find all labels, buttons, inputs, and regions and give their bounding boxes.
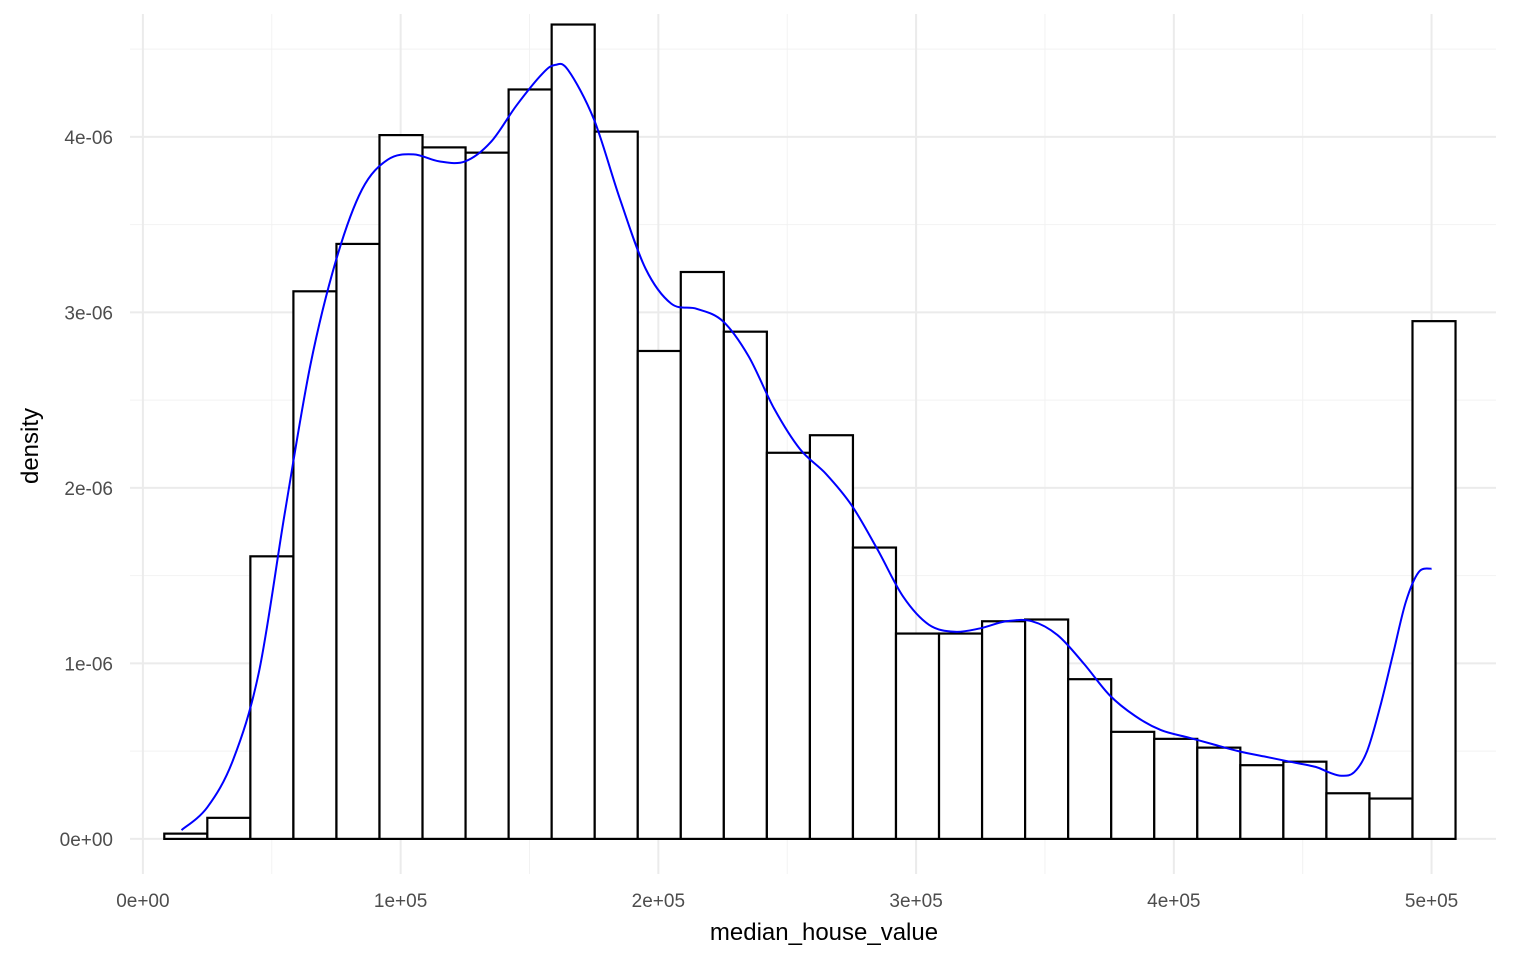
histogram-bar bbox=[378, 134, 424, 840]
histogram-bar bbox=[1024, 618, 1070, 840]
x-tick-label: 1e+05 bbox=[374, 891, 427, 912]
histogram-bar bbox=[765, 451, 812, 840]
y-tick-label: 2e-06 bbox=[64, 479, 113, 500]
histogram-bar bbox=[851, 546, 898, 840]
x-tick-label: 0e+00 bbox=[116, 891, 169, 912]
x-axis-tick-labels: 0e+00 1e+05 2e+05 3e+05 4e+05 5e+05 bbox=[116, 891, 1458, 912]
x-tick-label: 2e+05 bbox=[632, 891, 685, 912]
y-axis-tick-labels: 0e+00 1e-06 2e-06 3e-06 4e-06 bbox=[60, 128, 113, 851]
histogram-bar bbox=[1325, 792, 1371, 840]
histogram-bar bbox=[722, 330, 768, 840]
histogram-bars bbox=[163, 23, 1457, 840]
y-axis-title: density bbox=[17, 408, 44, 484]
histogram-bar bbox=[1282, 760, 1328, 840]
x-tick-label: 3e+05 bbox=[889, 891, 942, 912]
histogram-bar bbox=[636, 349, 682, 840]
y-tick-label: 3e-06 bbox=[64, 303, 113, 324]
y-tick-label: 0e+00 bbox=[60, 830, 113, 851]
x-axis-title: median_house_value bbox=[710, 919, 938, 946]
histogram-bar bbox=[980, 620, 1027, 840]
histogram-bar bbox=[292, 290, 338, 840]
histogram-bar bbox=[1153, 737, 1199, 840]
histogram-bar bbox=[1110, 730, 1156, 840]
histogram-bar bbox=[464, 151, 510, 840]
density-curve bbox=[180, 62, 1432, 831]
histogram-bar bbox=[507, 88, 553, 840]
x-tick-label: 4e+05 bbox=[1147, 891, 1200, 912]
histogram-bar bbox=[421, 146, 467, 840]
histogram-bar bbox=[808, 434, 855, 840]
histogram-bar bbox=[163, 832, 209, 840]
histogram-bar bbox=[593, 130, 639, 840]
histogram-bar bbox=[937, 632, 984, 840]
histogram-bar bbox=[1411, 320, 1457, 840]
histogram-bar bbox=[894, 632, 941, 840]
y-tick-label: 4e-06 bbox=[64, 128, 113, 149]
histogram-bar bbox=[206, 816, 252, 840]
histogram-bar bbox=[1368, 797, 1414, 840]
histogram-bar bbox=[1067, 678, 1113, 840]
histogram-bar bbox=[679, 270, 725, 840]
histogram-bar bbox=[550, 23, 596, 840]
x-tick-label: 5e+05 bbox=[1405, 891, 1458, 912]
histogram-bar bbox=[335, 242, 381, 840]
histogram-bar bbox=[1196, 746, 1242, 840]
histogram-bar bbox=[1239, 764, 1285, 840]
y-tick-label: 1e-06 bbox=[64, 654, 113, 675]
